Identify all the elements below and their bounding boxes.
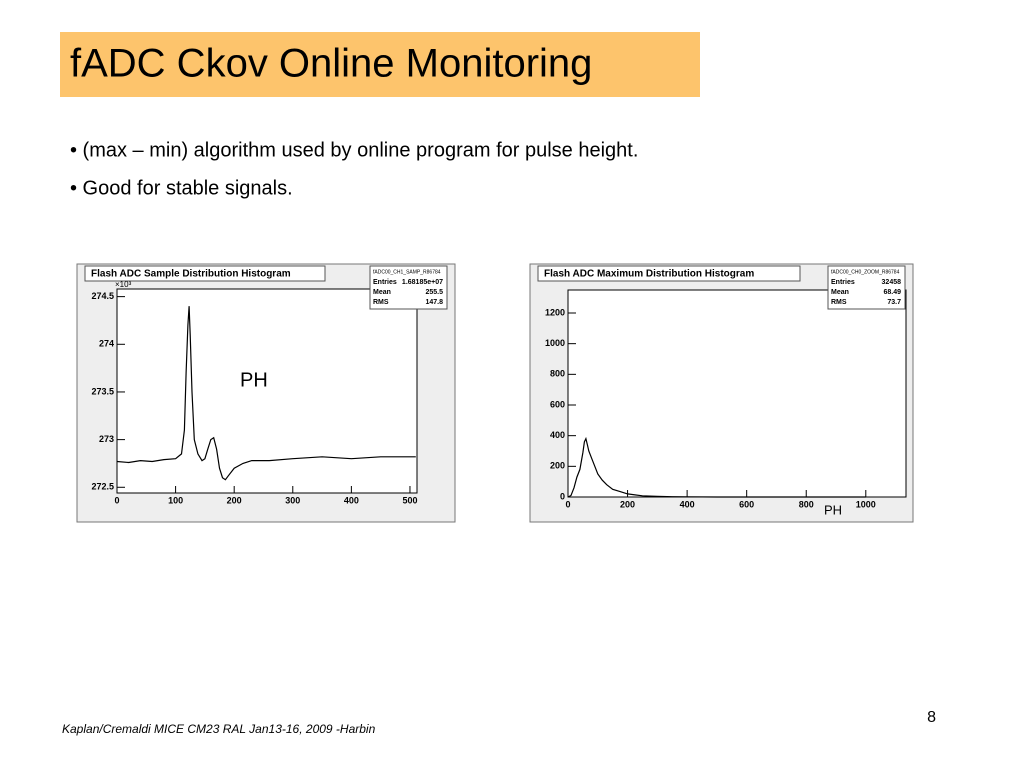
- y-tick-label: 0: [560, 491, 565, 501]
- slide-title: fADC Ckov Online Monitoring: [70, 42, 592, 86]
- x-axis-label: PH: [824, 502, 842, 517]
- y-tick-label: 1200: [545, 307, 565, 317]
- data-line: [116, 306, 416, 481]
- bullet: • (max – min) algorithm used by online p…: [70, 139, 638, 161]
- x-tick-label: 400: [344, 495, 359, 505]
- y-tick-label: 274: [99, 339, 114, 349]
- footer: Kaplan/Cremaldi MICE CM23 RAL Jan13-16, …: [62, 722, 376, 736]
- stats-value: 68.49: [883, 289, 901, 296]
- y-tick-label: 273: [99, 434, 114, 444]
- y-tick-label: 273.5: [91, 386, 114, 396]
- bullet: • Good for stable signals.: [70, 177, 293, 199]
- y-tick-label: 400: [550, 430, 565, 440]
- y-tick-label: 272.5: [91, 482, 114, 492]
- plot-frame: [567, 289, 907, 498]
- stats-box: [827, 265, 906, 310]
- x-tick-label: 0: [114, 495, 119, 505]
- y-tick-label: 600: [550, 399, 565, 409]
- x-tick-label: 500: [402, 495, 417, 505]
- page-number: 8: [927, 709, 936, 726]
- stats-box: [369, 265, 448, 310]
- stats-value: 73.7: [887, 299, 901, 306]
- x-tick-label: 1000: [856, 499, 876, 509]
- stats-label: RMS: [373, 299, 389, 306]
- hist-title-box: [537, 265, 801, 282]
- stats-value: 1.68185e+07: [402, 279, 443, 286]
- title-box: [60, 32, 700, 97]
- y-tick-label: 1000: [545, 338, 565, 348]
- stats-label: Entries: [373, 279, 397, 286]
- stats-label: Mean: [373, 289, 391, 296]
- x-tick-label: 200: [227, 495, 242, 505]
- x-tick-label: 800: [799, 499, 814, 509]
- stats-value: 255.5: [425, 289, 443, 296]
- x-tick-label: 200: [620, 499, 635, 509]
- stats-name: fADC00_CH0_ZOOM_R86784: [831, 269, 900, 275]
- hist-title-box: [84, 265, 326, 282]
- x-tick-label: 600: [739, 499, 754, 509]
- x-tick-label: 300: [285, 495, 300, 505]
- stats-label: Mean: [831, 289, 849, 296]
- stats-label: Entries: [831, 279, 855, 286]
- annotation: PH: [240, 369, 268, 391]
- hist-title: Flash ADC Sample Distribution Histogram: [91, 269, 291, 280]
- hist-title: Flash ADC Maximum Distribution Histogram: [544, 269, 754, 280]
- y-tick-label: 200: [550, 461, 565, 471]
- stats-value: 147.8: [425, 299, 443, 306]
- y-tick-label: 274.5: [91, 291, 114, 301]
- x-tick-label: 0: [565, 499, 570, 509]
- x-tick-label: 400: [680, 499, 695, 509]
- stats-name: fADC00_CH1_SAMP_R86784: [373, 269, 441, 275]
- y-tick-label: 800: [550, 369, 565, 379]
- stats-label: RMS: [831, 299, 847, 306]
- data-line: [567, 436, 866, 498]
- stats-value: 32458: [882, 279, 902, 286]
- x-tick-label: 100: [168, 495, 183, 505]
- y-multiplier: ×10³: [115, 280, 132, 289]
